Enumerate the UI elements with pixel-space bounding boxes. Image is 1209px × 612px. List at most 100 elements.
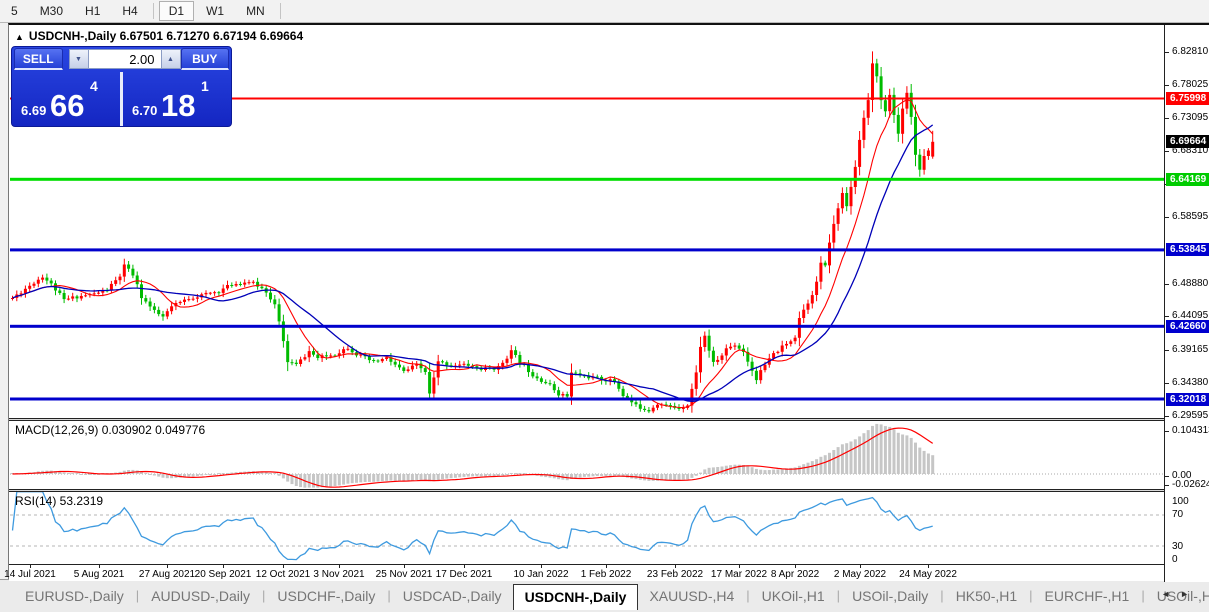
ask-price-prefix: 6.70	[132, 103, 158, 118]
tab-divider: |	[261, 588, 266, 603]
price-axis-label: 6.44095	[1172, 310, 1209, 321]
price-axis-label: 6.29595	[1172, 410, 1209, 421]
time-axis-label: 12 Oct 2021	[255, 569, 311, 580]
current-price-badge: 6.69664	[1166, 135, 1209, 148]
macd-axis-tick	[1165, 476, 1169, 477]
support-level-badge: 6.42660	[1166, 320, 1209, 333]
price-axis-label: 6.48880	[1172, 278, 1209, 289]
time-axis-tick	[860, 565, 861, 568]
chart-tab-usoil-h4[interactable]: USOil-,H4	[1156, 588, 1209, 604]
price-axis-tick	[1165, 284, 1169, 285]
price-axis-tick	[1165, 118, 1169, 119]
collapse-panel-icon[interactable]: ▲	[15, 32, 24, 42]
price-axis-label: 6.73095	[1172, 112, 1209, 123]
support-level-badge: 6.64169	[1166, 173, 1209, 186]
volume-input[interactable]	[88, 49, 161, 69]
time-axis-tick	[675, 565, 676, 568]
chart-tab-hk50-h1[interactable]: HK50-,H1	[955, 588, 1018, 604]
resistance-level-badge: 6.75998	[1166, 92, 1209, 105]
price-axis-tick	[1165, 350, 1169, 351]
macd-axis-tick	[1165, 431, 1169, 432]
price-axis-tick	[1165, 316, 1169, 317]
tab-divider: |	[746, 588, 750, 603]
chart-tab-eurchf-h1[interactable]: EURCHF-,H1	[1044, 588, 1130, 604]
timeframe-toolbar: 5 M30 H1 H4 D1 W1 MN	[0, 0, 1209, 23]
volume-decrease-button[interactable]: ▼	[68, 49, 89, 69]
chart-tab-audusd-daily[interactable]: AUDUSD-,Daily	[151, 588, 250, 604]
chart-tab-usdcnh-daily[interactable]: USDCNH-,Daily	[512, 584, 639, 610]
time-axis-tick	[339, 565, 340, 568]
volume-increase-button[interactable]: ▲	[160, 49, 181, 69]
chart-tab-bar: EURUSD-,Daily | AUDUSD-,Daily | USDCHF-,Dail…	[0, 579, 1209, 612]
chart-tab-usdchf-daily[interactable]: USDCHF-,Daily	[277, 588, 376, 604]
tab-scroll-right-icon[interactable]: ►	[1180, 589, 1199, 599]
bid-price-digits: 66	[50, 88, 85, 123]
tab-divider: |	[387, 588, 391, 603]
timeframe-button-h4[interactable]: H4	[122, 4, 138, 18]
trade-panel-controls: SELL ▼ ▲ BUY	[12, 47, 231, 71]
chart-title: ▲ USDCNH-,Daily 6.67501 6.71270 6.67194 6…	[15, 29, 303, 43]
tab-scroll-arrows[interactable]: ◄►	[1161, 589, 1199, 599]
price-axis[interactable]: 6.828106.780256.730956.683106.635256.585…	[1164, 25, 1209, 582]
time-axis-label: 8 Apr 2022	[770, 569, 820, 580]
time-axis[interactable]: 14 Jul 2021 5 Aug 2021 27 Aug 2021 20 Sep 2…	[4, 564, 1164, 581]
chart-ohlc-values: 6.67501 6.71270 6.67194 6.69664	[119, 29, 304, 43]
chart-tab-usdcad-daily[interactable]: USDCAD-,Daily	[402, 588, 502, 604]
time-axis-tick	[404, 565, 405, 568]
time-axis-tick	[464, 565, 465, 568]
time-axis-tick	[99, 565, 100, 568]
price-chart-pane[interactable]	[10, 26, 1164, 418]
price-axis-label: 6.39165	[1172, 344, 1209, 355]
time-axis-tick	[928, 565, 929, 568]
chart-tab-usoil-daily[interactable]: USOil-,Daily	[852, 588, 929, 604]
time-axis-tick	[167, 565, 168, 568]
price-axis-label: 6.78025	[1172, 79, 1209, 90]
timeframe-button-5[interactable]: 5	[11, 4, 18, 18]
time-axis-label: 23 Feb 2022	[646, 569, 704, 580]
timeframe-button-d1[interactable]: D1	[158, 1, 195, 21]
price-axis-label: 6.68310	[1172, 145, 1209, 156]
time-axis-label: 20 Sep 2021	[194, 569, 252, 580]
price-axis-label: 6.58595	[1172, 211, 1209, 222]
volume-spinner: ▼ ▲	[68, 49, 181, 69]
timeframe-button-mn[interactable]: MN	[246, 4, 265, 18]
sell-button[interactable]: SELL	[14, 48, 63, 70]
price-axis-tick	[1165, 52, 1169, 53]
time-axis-tick	[30, 565, 31, 568]
time-axis-label: 17 Dec 2021	[435, 569, 493, 580]
price-axis-tick	[1165, 85, 1169, 86]
toolbar-divider	[152, 3, 154, 19]
pane-separator[interactable]	[9, 489, 1165, 492]
tab-scroll-left-icon[interactable]: ◄	[1161, 589, 1181, 599]
timeframe-button-m30[interactable]: M30	[39, 4, 64, 18]
time-axis-label: 14 Jul 2021	[4, 569, 56, 580]
macd-axis-label: -0.026249	[1172, 479, 1209, 490]
time-axis-tick	[541, 565, 542, 568]
macd-indicator-pane[interactable]	[10, 421, 1164, 489]
timeframe-button-w1[interactable]: W1	[206, 4, 225, 18]
pane-separator[interactable]	[9, 418, 1165, 421]
time-axis-tick	[283, 565, 284, 568]
price-axis-label: 6.34380	[1172, 377, 1209, 388]
rsi-indicator-pane[interactable]	[10, 492, 1164, 564]
bid-price-prefix: 6.69	[21, 103, 47, 118]
support-level-badge: 6.53845	[1166, 243, 1209, 256]
tab-divider: |	[836, 588, 841, 603]
chart-tab-xauusd-h4[interactable]: XAUUSD-,H4	[649, 588, 735, 604]
price-axis-tick	[1165, 383, 1169, 384]
price-axis-label: 6.82810	[1172, 46, 1209, 57]
rsi-axis-label: 100	[1172, 496, 1189, 507]
tab-divider: |	[1029, 588, 1033, 603]
one-click-trading-panel: SELL ▼ ▲ BUY 6.69 66 4 6.70 18 1	[11, 46, 232, 127]
price-divider	[120, 72, 123, 126]
chart-tab-eurusd-daily[interactable]: EURUSD-,Daily	[25, 588, 124, 604]
time-axis-tick	[606, 565, 607, 568]
timeframe-button-h1[interactable]: H1	[85, 4, 101, 18]
chart-tab-ukoil-h1[interactable]: UKOil-,H1	[761, 588, 825, 604]
time-axis-label: 10 Jan 2022	[513, 569, 569, 580]
tab-divider: |	[1141, 588, 1145, 603]
rsi-axis-label: 70	[1172, 509, 1184, 520]
buy-button[interactable]: BUY	[180, 48, 229, 70]
ask-price-display: 6.70 18 1	[123, 72, 231, 126]
time-axis-label: 3 Nov 2021	[313, 569, 365, 580]
